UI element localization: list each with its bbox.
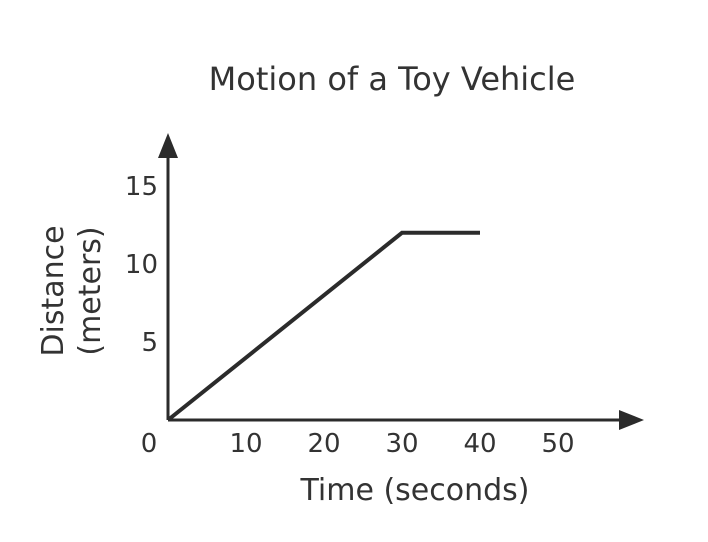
y-tick-label-15: 15: [125, 172, 158, 202]
y-tick-label-5: 5: [141, 328, 158, 358]
y-axis-arrowhead: [158, 133, 178, 158]
chart-title: Motion of a Toy Vehicle: [208, 60, 576, 98]
x-tick-label-30: 30: [385, 429, 418, 459]
y-tick-label-10: 10: [125, 250, 158, 280]
series-layer: [166, 230, 480, 422]
x-tick-label-10: 10: [229, 429, 262, 459]
x-tick-label-40: 40: [463, 429, 496, 459]
x-tick-label-20: 20: [307, 429, 340, 459]
series-line-0: [166, 230, 480, 422]
x-axis-arrowhead: [619, 410, 644, 430]
x-tick-label-0: 0: [141, 429, 158, 459]
x-tick-labels: 0 10 20 30 40 50: [141, 429, 575, 459]
y-axis-label-line2: (meters): [73, 226, 108, 355]
y-tick-labels: 5 10 15: [125, 172, 158, 358]
y-axis-label-line1: Distance: [36, 225, 71, 356]
x-axis-label: Time (seconds): [300, 473, 530, 508]
x-tick-label-50: 50: [541, 429, 574, 459]
